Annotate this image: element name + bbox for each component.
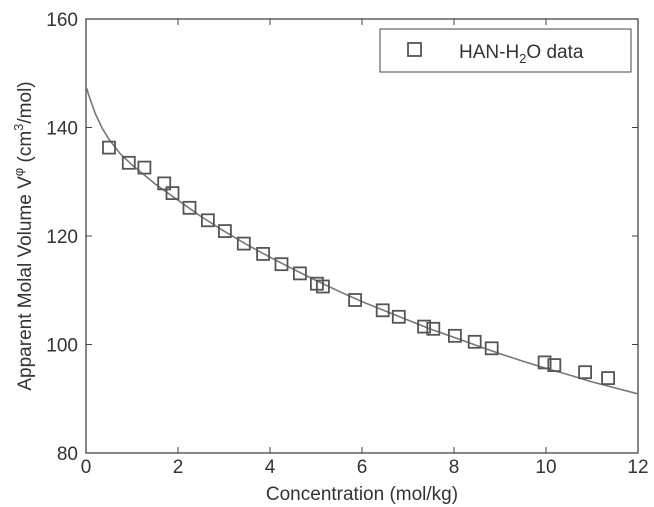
x-tick-label: 10 — [535, 457, 556, 478]
y-tick-label: 120 — [46, 227, 78, 248]
data-point — [217, 224, 232, 239]
legend-label-pre: HAN-H — [459, 42, 519, 63]
x-tick-label: 2 — [173, 457, 184, 478]
axis-tick-labels: 0 2 4 6 8 10 12 80 100 120 140 160 — [46, 10, 648, 478]
legend: HAN-H2O data — [379, 28, 632, 73]
data-point — [467, 334, 482, 349]
x-axis-label: Concentration (mol/kg) — [266, 484, 458, 505]
data-point — [601, 371, 615, 386]
data-point — [157, 176, 172, 191]
y-tick-label: 160 — [46, 10, 78, 31]
data-point — [348, 293, 363, 307]
data-point — [200, 213, 215, 228]
y-tick-label: 80 — [57, 444, 78, 465]
data-point — [315, 279, 330, 294]
y-tick-label: 140 — [46, 119, 78, 140]
x-tick-label: 4 — [265, 457, 276, 478]
x-tick-label: 6 — [357, 457, 368, 478]
y-axis-label-unit-open: (cm — [15, 131, 36, 168]
data-markers — [102, 140, 615, 386]
axis-ticks — [85, 18, 639, 454]
data-point — [165, 186, 180, 201]
x-tick-label: 8 — [449, 457, 460, 478]
y-axis-label-unit-exp: 3 — [11, 124, 26, 131]
legend-label: HAN-H2O data — [459, 42, 584, 66]
y-axis-label-base: Apparent Molal Volume V — [15, 176, 36, 391]
data-point — [547, 358, 562, 373]
data-point — [578, 365, 592, 380]
data-point — [484, 341, 499, 356]
y-axis-label-phi: φ — [11, 168, 26, 176]
legend-marker — [407, 42, 422, 57]
data-point — [121, 155, 136, 170]
x-tick-label: 0 — [81, 457, 92, 478]
data-point — [426, 321, 441, 336]
data-point — [537, 355, 552, 370]
y-axis-label-unit-close: /mol) — [15, 81, 36, 123]
data-point — [137, 160, 152, 175]
plot-frame — [85, 18, 639, 454]
data-point — [292, 266, 307, 281]
x-tick-label: 12 — [627, 457, 648, 478]
legend-label-post: O data — [526, 42, 583, 63]
data-point — [182, 200, 197, 215]
data-point — [102, 140, 116, 155]
data-point — [236, 236, 251, 251]
data-point — [256, 246, 271, 261]
data-point — [375, 303, 390, 318]
legend-label-sub: 2 — [519, 51, 526, 66]
fit-curve — [86, 88, 639, 395]
y-tick-label: 100 — [46, 336, 78, 357]
data-point — [447, 328, 462, 343]
y-axis-label: Apparent Molal Volume Vφ (cm3/mol) — [11, 81, 36, 390]
data-point — [274, 257, 289, 272]
data-point — [391, 309, 406, 324]
data-point — [417, 319, 432, 334]
